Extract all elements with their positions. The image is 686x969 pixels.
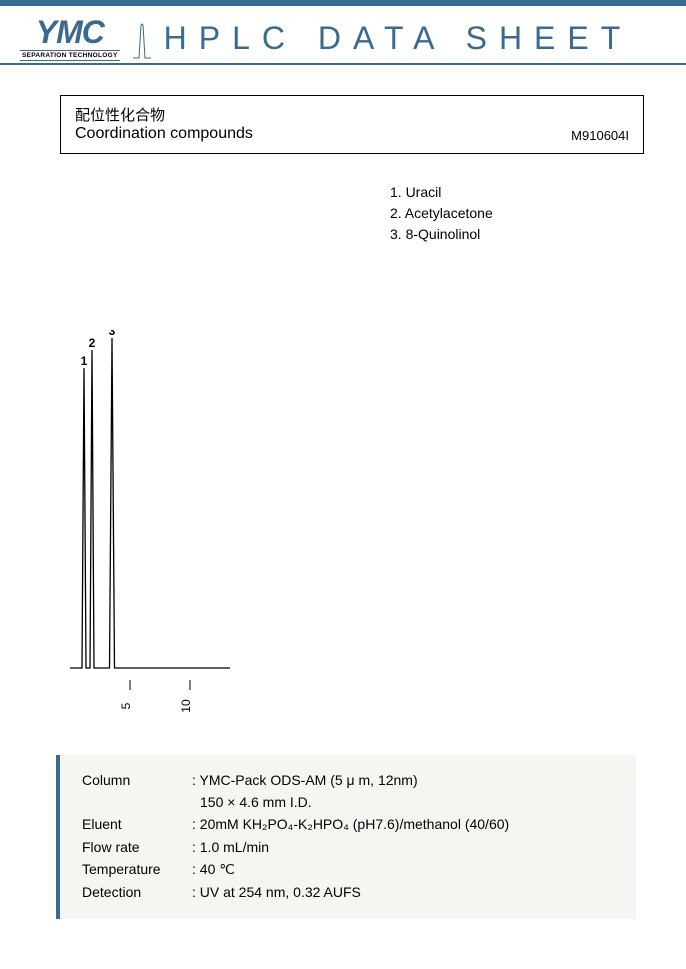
peak-label: 1 <box>81 354 88 368</box>
cond-eluent: Eluent : 20mM KH₂PO₄-K₂HPO₄ (pH7.6)/meth… <box>82 813 618 835</box>
page-title: HPLC DATA SHEET <box>164 20 633 57</box>
compound-name-jp: 配位性化合物 <box>75 104 629 125</box>
logo-subtitle: SEPARATION TECHNOLOGY <box>20 50 120 61</box>
cond-flowrate: Flow rate : 1.0 mL/min <box>82 836 618 858</box>
peak-label: 3 <box>109 330 116 338</box>
cond-value: : 40 ℃ <box>192 858 618 880</box>
header: YMC SEPARATION TECHNOLOGY HPLC DATA SHEE… <box>0 6 686 65</box>
cond-label: Eluent <box>82 813 192 835</box>
conditions-box: Column : YMC-Pack ODS-AM (5 μ m, 12nm) 1… <box>56 755 636 919</box>
chromatogram-trace <box>70 338 230 668</box>
analyte-item: 3. 8-Quinolinol <box>390 224 686 245</box>
cond-label: Column <box>82 769 192 791</box>
compound-code: M910604I <box>571 128 629 143</box>
cond-column: Column : YMC-Pack ODS-AM (5 μ m, 12nm) <box>82 769 618 791</box>
cond-value: : UV at 254 nm, 0.32 AUFS <box>192 881 618 903</box>
cond-label: Flow rate <box>82 836 192 858</box>
cond-value: : YMC-Pack ODS-AM (5 μ m, 12nm) <box>192 769 618 791</box>
analyte-list: 1. Uracil2. Acetylacetone3. 8-Quinolinol <box>390 182 686 245</box>
cond-column-line2: 150 × 4.6 mm I.D. <box>200 791 618 813</box>
logo: YMC SEPARATION TECHNOLOGY <box>20 16 120 61</box>
cond-value: : 1.0 mL/min <box>192 836 618 858</box>
analyte-item: 1. Uracil <box>390 182 686 203</box>
cond-label: Detection <box>82 881 192 903</box>
peak-label: 2 <box>89 336 96 350</box>
chromatogram: 12 3 5 10 <box>60 330 240 740</box>
axis-tick-label: 5 <box>119 702 133 709</box>
cond-label: Temperature <box>82 858 192 880</box>
analyte-item: 2. Acetylacetone <box>390 203 686 224</box>
compound-box: 配位性化合物 Coordination compounds M910604I <box>60 95 644 154</box>
axis-tick-label: 10 <box>179 699 193 713</box>
cond-value: : 20mM KH₂PO₄-K₂HPO₄ (pH7.6)/methanol (4… <box>192 813 618 835</box>
cond-detection: Detection : UV at 254 nm, 0.32 AUFS <box>82 881 618 903</box>
cond-temperature: Temperature : 40 ℃ <box>82 858 618 880</box>
logo-text: YMC <box>36 16 104 48</box>
compound-name-en: Coordination compounds <box>75 125 629 143</box>
peak-icon <box>132 19 152 59</box>
